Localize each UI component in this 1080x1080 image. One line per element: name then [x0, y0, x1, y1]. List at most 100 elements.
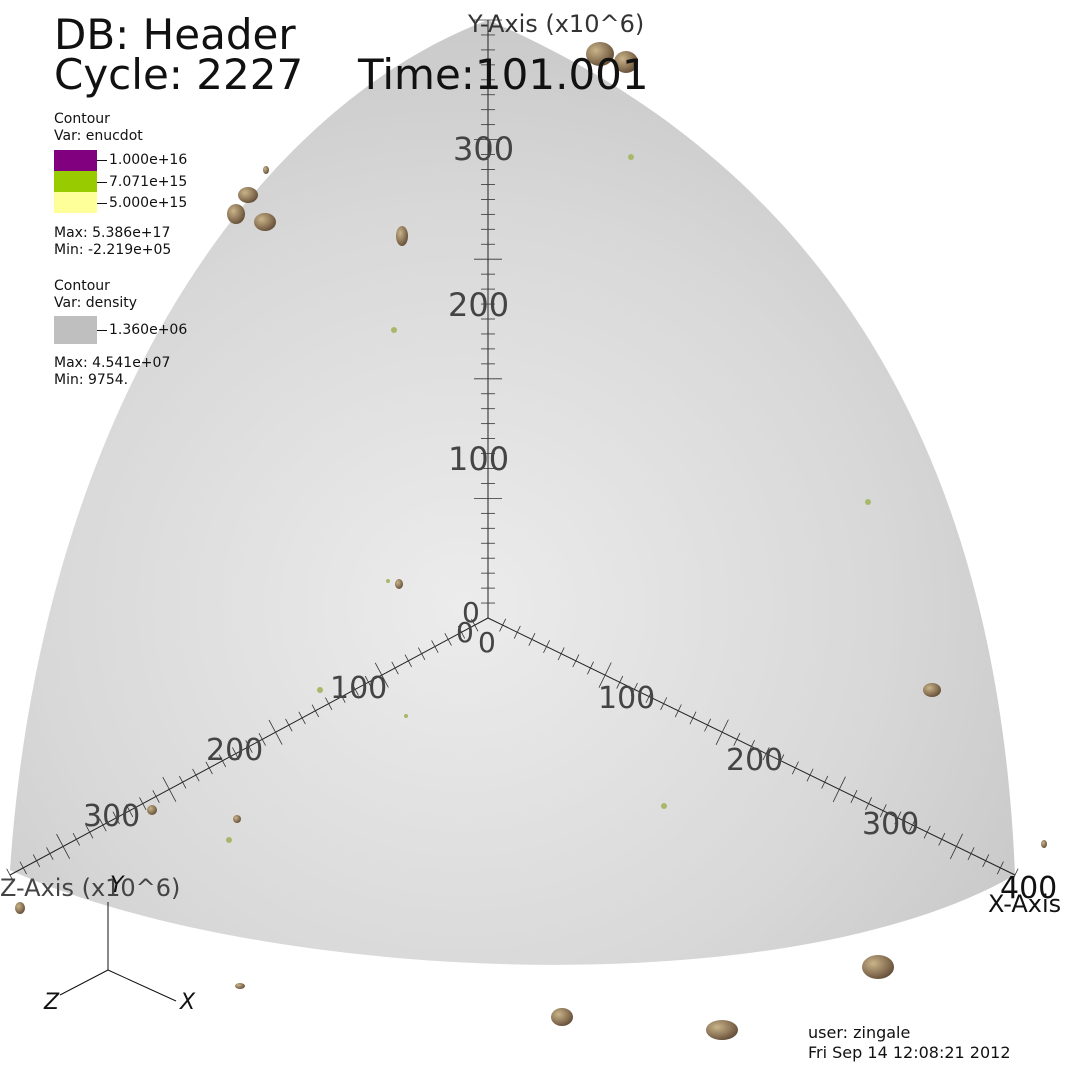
axis-tick: [374, 662, 389, 688]
axis-tick: [218, 754, 227, 768]
axis-tick: [733, 732, 741, 746]
axis-tick: [139, 797, 147, 810]
axis-tick: [923, 825, 931, 839]
enucdot-contour-blobs: [15, 42, 1047, 1040]
swatch-yellow: [54, 192, 97, 213]
axis-tick: [938, 832, 946, 846]
triad-y-label: Y: [110, 873, 125, 898]
axis-tick: [850, 789, 858, 803]
blob: [628, 154, 634, 160]
axis-tick: [630, 682, 638, 696]
axis-tick: [543, 640, 550, 654]
legend-var: Var: density: [54, 295, 138, 311]
axis-tick: [821, 775, 829, 789]
database-label: DB: Header: [54, 10, 296, 59]
axis-tick: [444, 633, 452, 646]
axis-tick: [417, 647, 426, 661]
blob: [923, 683, 941, 697]
blob: [254, 213, 276, 231]
legend-title: Contour: [54, 111, 110, 127]
blob: [395, 579, 403, 589]
axis-tick: [232, 747, 240, 760]
axis-tick: [587, 661, 594, 675]
axis-tick: [616, 675, 624, 689]
swatch-green: [54, 171, 97, 192]
axis-tick: [311, 704, 320, 718]
blob: [396, 226, 408, 246]
level-label: 1.360e+06: [97, 322, 187, 338]
axis-tick: [865, 797, 873, 811]
legend-min: Min: -2.219e+05: [54, 242, 172, 258]
date-label: Fri Sep 14 12:08:21 2012: [808, 1043, 1011, 1062]
axis-tick: [245, 740, 253, 753]
axis-tick: [909, 818, 916, 832]
blob: [386, 579, 390, 583]
blob: [865, 499, 871, 505]
axis-tick: [457, 625, 466, 639]
blob: [147, 805, 157, 815]
axis-tick: [32, 854, 41, 868]
axis-tick: [894, 811, 902, 825]
blob: [404, 714, 408, 718]
legend-max: Max: 4.541e+07: [54, 355, 171, 371]
blob: [862, 955, 894, 979]
axis-tick: [879, 804, 887, 818]
axis-tick: [967, 847, 975, 861]
level-label: 1.000e+16: [97, 152, 187, 168]
triad-z-label: Z: [43, 990, 60, 1015]
axis-tick: [99, 818, 107, 832]
legend-var: Var: enucdot: [54, 128, 143, 144]
axis-tick: [404, 654, 412, 668]
y-tick-200: 200: [448, 286, 509, 324]
blob: [317, 687, 323, 693]
blob: [233, 815, 241, 823]
legend-title: Contour: [54, 278, 110, 294]
axis-tick: [125, 804, 134, 818]
blob: [586, 42, 614, 66]
legend-min: Min: 9754.: [54, 372, 129, 388]
axis-tick: [112, 811, 120, 825]
axis-tick: [598, 662, 612, 688]
swatch-purple: [54, 150, 97, 171]
axis-tick: [298, 711, 306, 725]
z-tick-200: 200: [206, 733, 263, 768]
axis-tick: [572, 654, 580, 668]
blob: [238, 187, 258, 203]
orientation-triad[interactable]: Y Z X: [43, 873, 196, 1015]
axis-tick: [996, 861, 1004, 875]
y-tick-0: 0: [462, 596, 480, 629]
blob: [235, 983, 245, 989]
user-label: user: zingale: [808, 1023, 911, 1042]
swatch-gray: [54, 316, 97, 344]
axis-tick: [832, 776, 846, 803]
axis-tick: [982, 854, 990, 868]
axis-tick: [338, 690, 346, 703]
axis-tick: [660, 697, 668, 711]
axis-tick: [364, 675, 373, 689]
triad-x-label: X: [179, 990, 196, 1015]
y-tick-300: 300: [453, 130, 514, 168]
axis-tick: [86, 825, 94, 839]
axis-tick: [513, 625, 521, 639]
blob: [226, 837, 232, 843]
axis-tick: [689, 711, 697, 725]
axis-tick: [715, 719, 729, 745]
axis-tick: [748, 740, 755, 753]
level-label: 7.071e+15: [97, 174, 187, 190]
axis-tick: [162, 776, 177, 802]
axis-tick: [791, 761, 799, 775]
z-tick-0: 0: [456, 616, 474, 649]
axis-tick: [762, 747, 770, 761]
axis-tick: [192, 768, 200, 782]
time-label: Time:101.001: [358, 50, 649, 99]
z-tick-300: 300: [83, 799, 140, 834]
axis-tick: [471, 618, 479, 632]
axis-tick: [806, 768, 814, 782]
blob: [661, 803, 667, 809]
axis-tick: [46, 847, 54, 860]
blob: [1041, 840, 1047, 848]
axis-tick: [391, 661, 399, 675]
axis-tick: [949, 833, 963, 860]
axis-tick: [1011, 868, 1019, 882]
